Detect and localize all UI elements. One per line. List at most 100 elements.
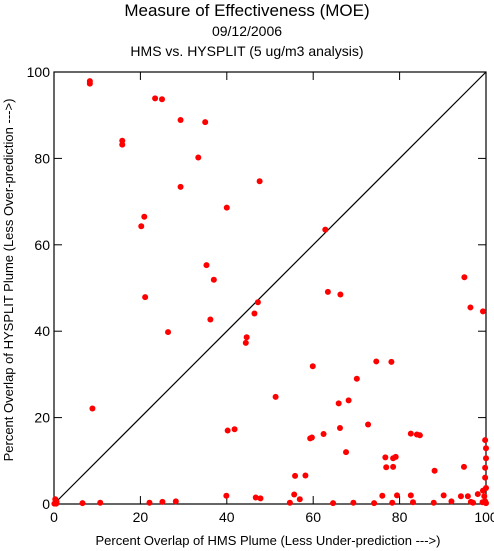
y-tick-label: 80 (34, 150, 50, 166)
data-point (254, 299, 261, 306)
y-tick-label: 40 (34, 323, 50, 339)
data-point (371, 500, 378, 507)
data-point (483, 455, 489, 462)
data-point (203, 262, 210, 269)
data-point (138, 223, 145, 230)
data-point (231, 426, 238, 433)
data-point (224, 427, 231, 434)
data-point (159, 96, 165, 103)
data-point (474, 491, 481, 498)
data-point (336, 424, 343, 431)
data-point (440, 492, 447, 499)
data-point (286, 499, 293, 506)
data-point (79, 500, 86, 507)
data-point (242, 339, 249, 346)
y-axis-label: Percent Overlap of HYSPLIT Plume (Less O… (1, 99, 16, 462)
data-point (172, 498, 179, 505)
y-tick-label: 0 (42, 496, 50, 512)
data-point (141, 213, 148, 220)
data-point (353, 375, 360, 382)
data-point (89, 405, 96, 412)
data-point (407, 430, 414, 437)
data-point (479, 499, 486, 506)
data-point (243, 334, 250, 341)
data-point (292, 472, 299, 479)
data-point (431, 467, 438, 474)
data-point (394, 492, 401, 499)
data-point (482, 474, 489, 481)
data-point (383, 464, 390, 471)
data-point (302, 472, 309, 479)
data-point (309, 363, 316, 370)
y-tick-label: 20 (34, 410, 50, 426)
data-point (324, 288, 331, 295)
y-axis-ticks: 0 20 40 60 80 100 (27, 64, 486, 512)
data-point (53, 500, 60, 507)
y-tick-label: 100 (27, 64, 51, 80)
data-point (373, 358, 380, 365)
data-point (481, 493, 488, 500)
data-point (322, 226, 329, 233)
data-point (195, 154, 202, 161)
y-tick-label: 60 (34, 237, 50, 253)
x-tick-label: 0 (50, 509, 58, 525)
data-point (335, 400, 342, 407)
data-point (202, 119, 209, 126)
data-point (390, 463, 397, 470)
data-point (467, 498, 474, 505)
data-point (146, 499, 153, 506)
data-point (337, 291, 344, 298)
data-point (482, 437, 489, 444)
data-point (330, 500, 337, 507)
data-point (177, 183, 184, 190)
data-point (409, 499, 416, 506)
data-point (165, 329, 172, 336)
reference-diagonal (53, 71, 487, 505)
data-point (308, 434, 315, 441)
data-point (177, 116, 184, 123)
data-point (482, 464, 489, 471)
x-tick-label: 60 (305, 509, 321, 525)
chart-title: Measure of Effectiveness (MOE) (124, 1, 369, 20)
x-tick-label: 20 (133, 509, 149, 525)
data-point (257, 495, 264, 502)
data-points (51, 78, 489, 507)
data-point (461, 274, 468, 281)
data-point (464, 493, 471, 500)
data-point (159, 498, 166, 505)
data-point (407, 492, 414, 499)
data-point (207, 316, 214, 323)
one-to-one-line (53, 71, 487, 505)
data-point (97, 499, 104, 506)
plot-frame (53, 71, 487, 505)
x-tick-label: 80 (392, 509, 408, 525)
data-point (350, 499, 357, 506)
data-point (223, 204, 230, 211)
data-point (252, 494, 259, 501)
data-point (365, 421, 372, 428)
data-point (460, 463, 467, 470)
data-point (430, 499, 437, 506)
data-point (382, 454, 389, 461)
data-point (142, 294, 149, 301)
x-axis-ticks: 0 20 40 60 80 100 (50, 72, 494, 525)
data-point (483, 445, 489, 452)
plot-border (53, 71, 487, 505)
data-point (345, 397, 352, 404)
data-point (119, 141, 126, 148)
data-point (479, 308, 486, 315)
data-point (296, 496, 303, 503)
x-tick-label: 100 (474, 509, 494, 525)
data-point (272, 393, 279, 400)
data-point (457, 493, 464, 500)
data-point (392, 453, 399, 460)
data-point (389, 499, 396, 506)
x-axis-label: Percent Overlap of HMS Plume (Less Under… (96, 533, 441, 548)
data-point (86, 80, 93, 87)
data-point (320, 431, 327, 438)
data-point (448, 498, 455, 505)
chart-date-subtitle: 09/12/2006 (212, 23, 282, 39)
data-point (223, 492, 230, 499)
